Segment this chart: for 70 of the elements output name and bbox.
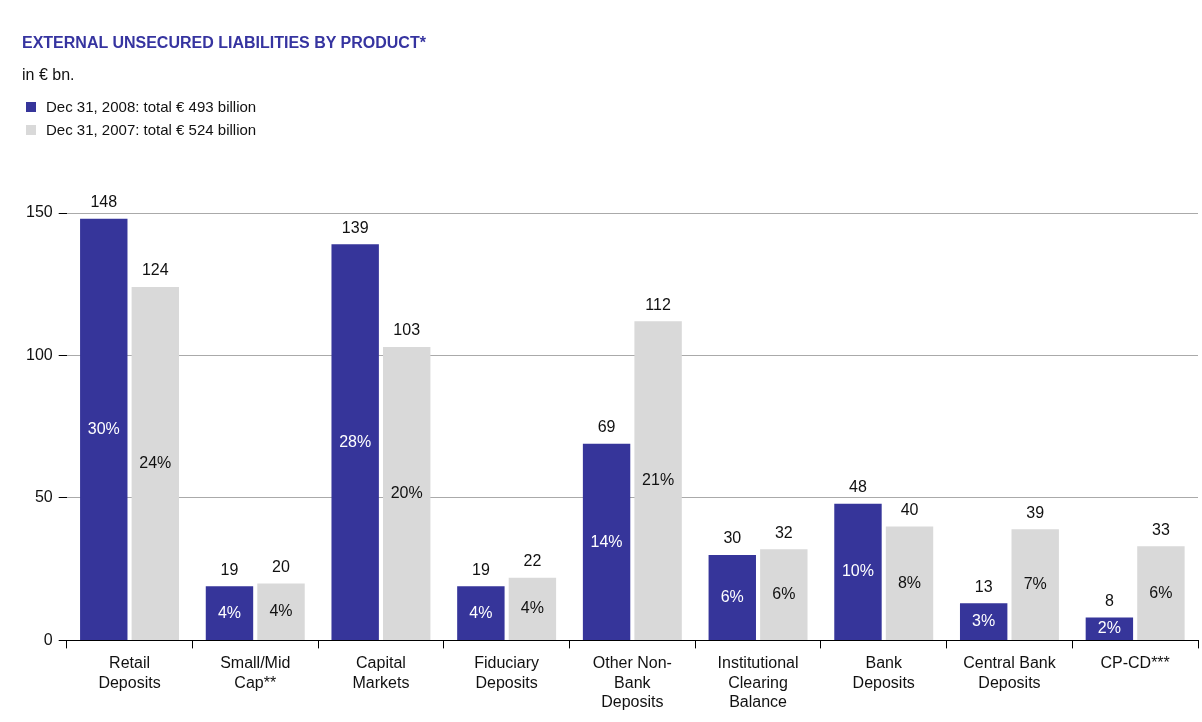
chart-subtitle: in € bn. — [22, 66, 76, 84]
annotation: 21% — [642, 471, 675, 489]
x-tick-label: Bank Deposits — [852, 654, 915, 691]
x-tick-label: Retail Deposits — [98, 654, 161, 691]
bar — [582, 443, 631, 640]
data-label: 33 — [1152, 520, 1170, 538]
bar — [257, 583, 305, 640]
bar — [331, 244, 379, 640]
x-tick-label: Capital Markets — [352, 654, 410, 691]
data-label: 32 — [774, 523, 793, 541]
bar — [708, 554, 756, 640]
x-tick-label: Institutional Clearing Balance — [717, 654, 799, 710]
data-label: 30 — [723, 529, 742, 547]
data-label: 8 — [1104, 592, 1114, 610]
bar — [634, 321, 682, 640]
bar — [508, 577, 557, 640]
annotation: 24% — [139, 454, 172, 472]
y-tick-label: 150 — [25, 203, 53, 221]
data-label: 124 — [141, 261, 169, 279]
annotation: 20% — [390, 484, 423, 502]
data-label: 22 — [523, 552, 542, 570]
annotation: 28% — [339, 432, 372, 450]
chart-title: EXTERNAL UNSECURED LIABILITIES BY PRODUCT* — [22, 34, 427, 52]
bar — [457, 586, 505, 640]
x-tick-label: Central Bank Deposits — [963, 654, 1057, 691]
annotation: 30% — [87, 419, 120, 437]
annotation: 8% — [897, 573, 922, 591]
data-label: 19 — [220, 560, 239, 578]
annotation: 6% — [1149, 583, 1173, 601]
legend-label: Dec 31, 2008: total € 493 billion — [46, 98, 257, 115]
x-tick-label: Fiduciary Deposits — [474, 654, 540, 691]
data-label: 13 — [974, 577, 993, 595]
bar — [383, 346, 431, 640]
annotation: 10% — [841, 562, 874, 580]
legend-label: Dec 31, 2007: total € 524 billion — [46, 121, 257, 138]
bar — [760, 549, 808, 640]
x-tick-label: Small/Mid Cap** — [220, 654, 291, 691]
bar — [1137, 546, 1185, 640]
annotation: 4% — [217, 603, 242, 621]
bar — [1011, 529, 1059, 640]
data-label: 20 — [272, 557, 291, 575]
bar — [205, 586, 254, 640]
y-tick-label: 0 — [43, 630, 53, 648]
annotation: 4% — [269, 602, 293, 620]
bar — [80, 218, 128, 640]
annotation: 2% — [1097, 619, 1121, 637]
bar — [885, 526, 934, 640]
y-tick-label: 50 — [34, 488, 53, 506]
data-label: 139 — [341, 218, 369, 236]
bar — [959, 603, 1008, 640]
data-label: 39 — [1026, 503, 1045, 521]
data-label: 19 — [471, 560, 490, 578]
data-label: 103 — [393, 321, 421, 339]
bar — [131, 287, 180, 640]
annotation: 6% — [772, 585, 796, 603]
annotation: 14% — [590, 532, 623, 550]
data-label: 112 — [645, 295, 671, 313]
x-tick-label: Other Non- Bank Deposits — [592, 654, 672, 710]
annotation: 6% — [720, 588, 744, 606]
annotation: 3% — [972, 612, 996, 630]
x-tick-label: CP-CD*** — [1100, 654, 1170, 672]
data-label: 148 — [90, 193, 118, 211]
y-tick-label: 100 — [25, 345, 53, 363]
annotation: 4% — [469, 603, 493, 621]
annotation: 4% — [520, 599, 544, 617]
data-label: 48 — [849, 478, 867, 496]
annotation: 7% — [1023, 575, 1047, 593]
bar — [834, 503, 882, 640]
data-label: 40 — [900, 500, 919, 518]
data-label: 69 — [597, 418, 616, 436]
